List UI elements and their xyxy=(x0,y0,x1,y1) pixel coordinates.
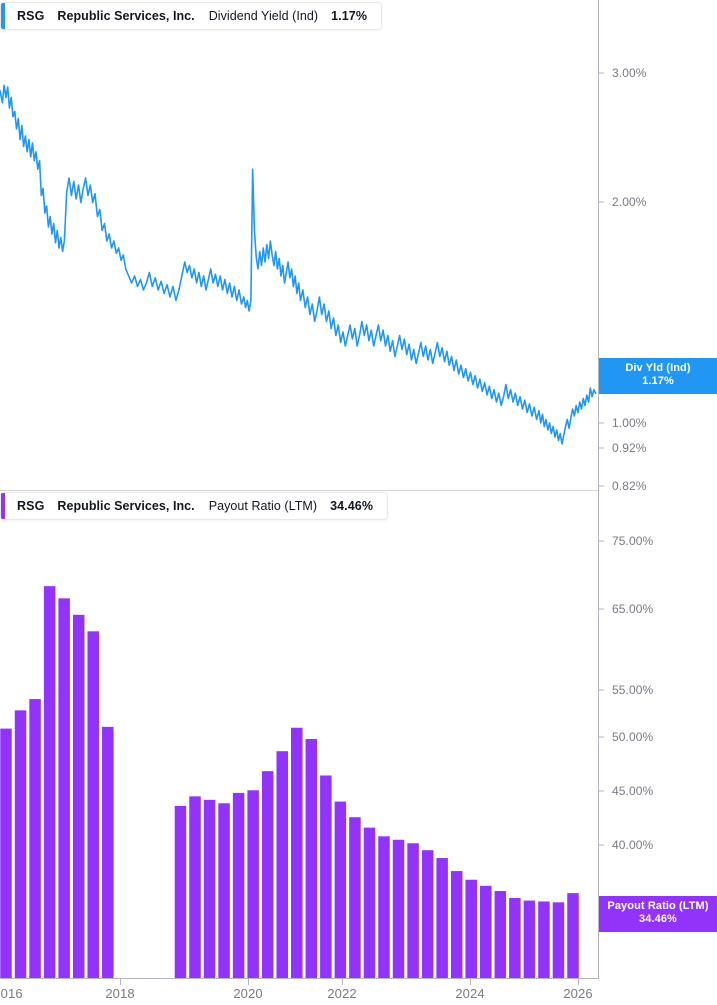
x-axis-tick-label: 2024 xyxy=(455,986,485,1001)
legend-payout-ratio[interactable]: RSG Republic Services, Inc. Payout Ratio… xyxy=(0,492,389,520)
x-axis-tick-mark xyxy=(248,979,249,985)
payout-ratio-bar xyxy=(232,792,245,978)
y-axis-tick-label: 1.00% xyxy=(612,416,647,430)
legend-company-yield: Republic Services, Inc. xyxy=(57,9,195,23)
payout-ratio-bar xyxy=(29,699,41,978)
y-axis-tick-label: 55.00% xyxy=(612,683,654,697)
y-axis-tick-label: 75.00% xyxy=(612,534,654,548)
y-axis-tick-label: 40.00% xyxy=(612,838,654,852)
payout-ratio-bar xyxy=(552,902,565,978)
y-axis-tick-mark xyxy=(599,736,604,738)
price-badge-value: 1.17% xyxy=(642,375,674,388)
price-badge-value: 34.46% xyxy=(639,913,677,926)
payout-ratio-bar xyxy=(407,843,419,978)
price-badge-yield: Div Yld (Ind) 1.17% xyxy=(599,358,717,394)
payout-ratio-bar xyxy=(436,858,448,978)
pane-payout-ratio xyxy=(0,491,717,1005)
payout-ratio-bar xyxy=(58,598,70,978)
legend-ticker-payout: RSG xyxy=(17,499,45,513)
y-axis-tick-mark xyxy=(599,540,604,542)
y-axis-line xyxy=(598,0,599,978)
payout-ratio-bar xyxy=(320,775,332,978)
payout-ratio-bar xyxy=(421,850,434,978)
legend-ticker-yield: RSG xyxy=(17,9,45,23)
legend-value-payout: 34.46% xyxy=(330,499,374,513)
y-axis-tick-label: 2.00% xyxy=(612,195,647,209)
y-axis-tick-label: 50.00% xyxy=(612,730,654,744)
price-badge-payout: Payout Ratio (LTM) 34.46% xyxy=(599,896,717,932)
payout-ratio-bar xyxy=(494,891,507,978)
price-badge-label: Payout Ratio (LTM) xyxy=(607,900,709,912)
y-axis-tick-mark xyxy=(599,790,604,792)
legend-value-yield: 1.17% xyxy=(331,9,368,23)
x-axis-tick-label: 2016 xyxy=(0,986,23,1001)
y-axis-tick-mark xyxy=(599,689,604,691)
y-axis-tick-mark xyxy=(599,201,604,203)
x-axis-tick-label: 2020 xyxy=(233,986,263,1001)
payout-ratio-bar xyxy=(334,801,347,978)
y-axis-tick-label: 65.00% xyxy=(612,602,654,616)
payout-ratio-bar xyxy=(392,839,405,978)
pane-divider xyxy=(0,490,598,491)
x-axis-tick-label: 2018 xyxy=(105,986,135,1001)
dividend-yield-line-series xyxy=(0,84,597,445)
payout-ratio-bar xyxy=(72,614,85,978)
plot-area-payout-ratio[interactable] xyxy=(0,491,598,1005)
payout-ratio-bar xyxy=(305,739,318,978)
y-axis-tick-mark xyxy=(599,72,604,74)
payout-ratio-bar xyxy=(14,710,27,978)
y-axis-tick-label: 0.82% xyxy=(612,479,647,493)
payout-ratio-bar xyxy=(523,900,536,978)
y-axis-tick-mark xyxy=(599,447,604,449)
x-axis-tick-mark xyxy=(120,979,121,985)
payout-ratio-bar xyxy=(480,885,492,978)
pane-dividend-yield xyxy=(0,0,717,490)
legend-accent-bar-payout xyxy=(1,493,5,519)
legend-accent-bar-yield xyxy=(1,3,5,29)
payout-ratio-bar xyxy=(349,817,361,978)
payout-ratio-bar xyxy=(363,827,376,978)
payout-ratio-bar xyxy=(218,803,230,978)
payout-ratio-bar xyxy=(43,586,56,978)
y-axis-tick-label: 3.00% xyxy=(612,66,647,80)
plot-area-dividend-yield[interactable] xyxy=(0,0,598,490)
y-axis-tick-mark xyxy=(599,844,604,846)
legend-dividend-yield[interactable]: RSG Republic Services, Inc. Dividend Yie… xyxy=(0,2,383,30)
x-axis-line xyxy=(0,978,599,979)
legend-metric-payout: Payout Ratio (LTM) xyxy=(208,499,318,513)
y-axis-tick-mark xyxy=(599,422,604,424)
payout-ratio-bar xyxy=(465,879,477,978)
payout-ratio-bar xyxy=(102,726,114,978)
y-axis-tick-mark xyxy=(599,485,604,487)
payout-ratio-bar xyxy=(291,727,303,978)
y-axis-tick-label: 45.00% xyxy=(612,784,654,798)
dividend-yield-line xyxy=(0,84,597,445)
payout-ratio-bar xyxy=(174,805,187,978)
payout-ratio-bar xyxy=(87,631,99,978)
x-axis-tick-mark xyxy=(578,979,579,985)
payout-ratio-bar xyxy=(509,897,521,978)
legend-company-payout: Republic Services, Inc. xyxy=(57,499,195,513)
y-axis-tick-label: 0.92% xyxy=(612,441,647,455)
x-axis-tick-label: 2026 xyxy=(563,986,593,1001)
y-axis-tick-mark xyxy=(599,608,604,610)
payout-ratio-bar xyxy=(378,836,390,978)
payout-ratio-bar xyxy=(247,790,259,978)
payout-ratio-bar xyxy=(450,871,463,978)
payout-ratio-bar xyxy=(203,799,216,978)
payout-ratio-bar xyxy=(567,893,579,978)
payout-ratio-bar xyxy=(261,771,274,978)
x-axis-tick-mark xyxy=(342,979,343,985)
x-axis-tick-label: 2022 xyxy=(327,986,357,1001)
payout-ratio-bar xyxy=(276,751,288,978)
payout-ratio-bar-series xyxy=(0,586,579,978)
payout-ratio-bar xyxy=(189,796,201,978)
price-badge-label: Div Yld (Ind) xyxy=(625,362,691,374)
legend-metric-yield: Dividend Yield (Ind) xyxy=(208,9,319,23)
payout-ratio-bar xyxy=(0,728,12,978)
x-axis-tick-mark xyxy=(470,979,471,985)
payout-ratio-bar xyxy=(538,901,550,978)
